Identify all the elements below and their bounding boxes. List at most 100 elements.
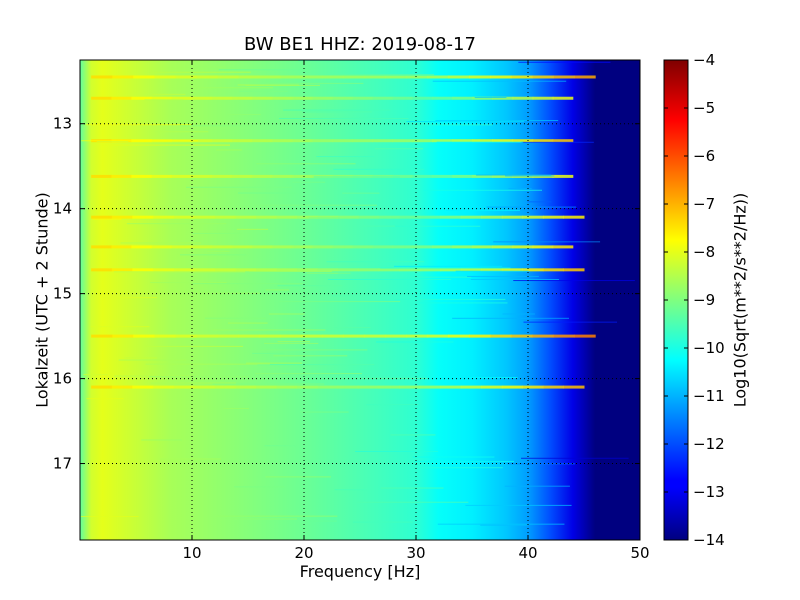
noise-streak: [326, 272, 351, 274]
band-0-seg: [427, 75, 449, 79]
noise-streak: [256, 163, 356, 165]
noise-streak: [252, 352, 285, 354]
noise-streak: [192, 283, 303, 285]
band-6-seg: [501, 268, 523, 272]
band-6-seg: [460, 268, 482, 272]
band-1-seg: [532, 96, 554, 100]
band-0-seg: [532, 75, 554, 79]
noise-streak: [436, 141, 524, 143]
band-8-seg: [419, 385, 441, 389]
band-7-seg: [427, 334, 449, 338]
band-3-seg: [452, 174, 473, 178]
spectral-bands: [91, 75, 596, 389]
noise-streak: [414, 460, 515, 462]
noise-streak: [192, 232, 242, 234]
band-4-seg: [399, 215, 421, 219]
band-2-seg: [271, 139, 293, 143]
band-2-seg: [512, 139, 534, 143]
noise-streak: [277, 285, 343, 287]
band-3-seg: [552, 174, 574, 178]
noise-streak: [366, 404, 419, 406]
noise-streak: [411, 276, 472, 278]
band-2-seg: [231, 139, 253, 143]
band-2-seg: [412, 139, 433, 143]
noise-streak: [195, 87, 274, 89]
x-axis-label: Frequency [Hz]: [299, 562, 421, 581]
band-0-seg: [406, 75, 428, 79]
noise-streak: [227, 114, 261, 116]
y-tick-label: 16: [53, 370, 72, 388]
band-5-seg: [472, 245, 494, 249]
band-3-seg: [171, 174, 193, 178]
band-8-seg: [296, 385, 318, 389]
noise-streak: [326, 261, 425, 263]
band-5-seg: [311, 245, 333, 249]
noise-streak: [521, 457, 629, 459]
noise-streak: [189, 66, 226, 68]
band-1-seg: [151, 96, 172, 100]
band-7-seg: [280, 334, 302, 338]
band-5-seg: [532, 245, 554, 249]
band-3-seg: [271, 174, 293, 178]
band-6-seg: [399, 268, 421, 272]
noise-streak: [264, 82, 364, 84]
band-5-seg: [131, 245, 152, 249]
band-4-seg: [522, 215, 544, 219]
noise-streak: [432, 80, 567, 82]
band-0-seg: [385, 75, 407, 79]
band-4-seg: [214, 215, 236, 219]
noise-streak: [380, 267, 511, 269]
colorbar-tick-label: −11: [693, 387, 725, 405]
colorbar-label: Log10(Sqrt(m**2/s**2/Hz)): [730, 192, 750, 408]
band-6-seg: [358, 268, 380, 272]
noise-streak: [470, 279, 559, 281]
band-6-seg: [193, 268, 215, 272]
band-6-seg: [522, 268, 544, 272]
band-0-seg: [574, 75, 596, 79]
y-tick-label: 15: [53, 285, 72, 303]
noise-streak: [394, 298, 506, 300]
band-4-seg: [440, 215, 462, 219]
band-8-seg: [358, 385, 380, 389]
band-1-seg: [332, 96, 353, 100]
band-8-seg: [481, 385, 503, 389]
band-0-seg: [343, 75, 365, 79]
noise-streak: [265, 476, 331, 478]
band-8-seg: [214, 385, 236, 389]
noise-streak: [180, 254, 247, 256]
noise-streak: [120, 242, 202, 244]
band-6-seg: [419, 268, 441, 272]
noise-streak: [374, 148, 424, 150]
band-1-seg: [512, 96, 534, 100]
noise-streak: [508, 188, 532, 190]
band-6-seg: [276, 268, 298, 272]
band-2-seg: [532, 139, 554, 143]
noise-streak: [114, 375, 193, 377]
noise-streak: [212, 329, 326, 331]
band-1-seg: [131, 96, 152, 100]
noise-streak: [154, 131, 209, 133]
noise-streak: [90, 326, 150, 328]
band-3-seg: [111, 174, 132, 178]
noise-streak: [81, 140, 198, 142]
noise-streak: [316, 156, 375, 158]
noise-streak: [150, 282, 227, 284]
noise-streak: [476, 174, 552, 176]
band-4-seg: [542, 215, 564, 219]
colorbar-tick-label: −7: [693, 195, 715, 213]
x-axis-ticks: 10 20 30 40 50: [182, 60, 650, 562]
noise-streak: [480, 524, 529, 526]
band-4-seg: [152, 215, 174, 219]
noise-streak: [186, 186, 292, 188]
noise-streak: [225, 518, 298, 520]
band-8-seg: [132, 385, 154, 389]
band-6-seg: [132, 268, 154, 272]
band-6-seg: [317, 268, 339, 272]
chart-title: BW BE1 HHZ: 2019-08-17: [244, 34, 476, 55]
band-5-seg: [171, 245, 193, 249]
band-0-seg: [280, 75, 302, 79]
band-2-seg: [552, 139, 574, 143]
band-5-seg: [291, 245, 313, 249]
noise-streak: [455, 270, 529, 272]
noise-streak: [102, 144, 231, 146]
